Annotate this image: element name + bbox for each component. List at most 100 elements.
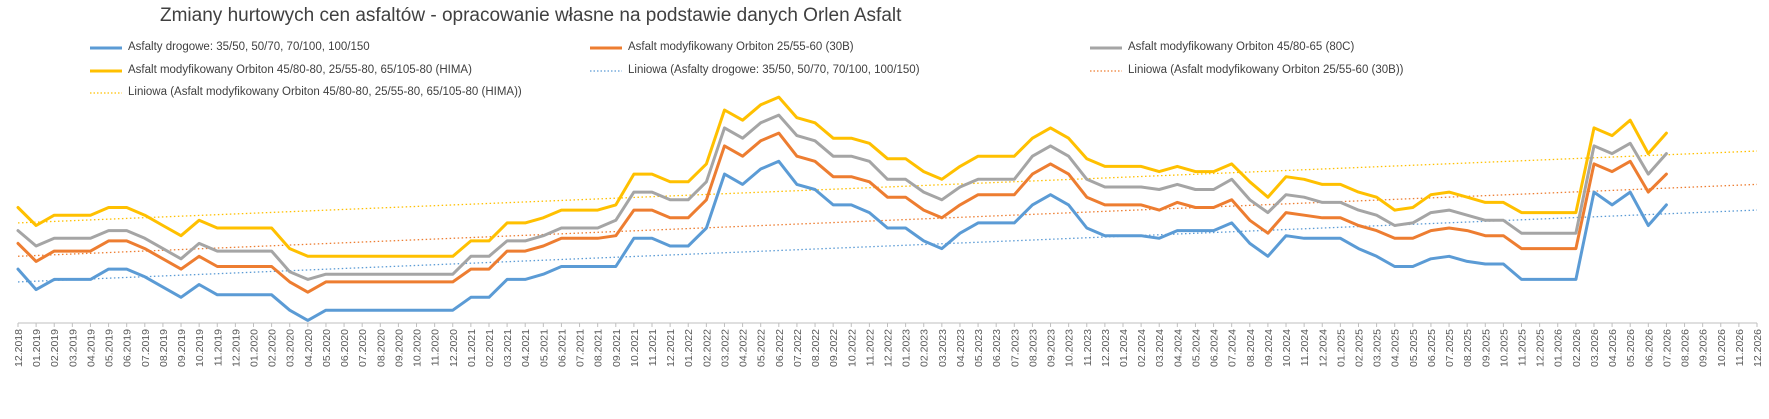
x-tick-label: 05.2026 xyxy=(1625,329,1637,367)
x-tick-label: 09.2022 xyxy=(828,329,840,367)
x-tick-label: 07.2019 xyxy=(140,329,152,367)
x-tick-label: 07.2020 xyxy=(357,329,369,367)
x-tick-label: 08.2026 xyxy=(1680,329,1692,367)
legend-label: Asfalt modyfikowany Orbiton 45/80-80, 25… xyxy=(128,64,472,76)
x-tick-label: 06.2020 xyxy=(339,329,351,367)
x-tick-label: 02.2020 xyxy=(267,329,279,367)
x-tick-label: 10.2020 xyxy=(412,329,424,367)
x-tick-label: 01.2023 xyxy=(901,329,913,367)
chart-title: Zmiany hurtowych cen asfaltów - opracowa… xyxy=(160,5,902,26)
x-tick-label: 02.2024 xyxy=(1136,329,1148,367)
legend-item-orbiton-30b: Asfalt modyfikowany Orbiton 25/55-60 (30… xyxy=(590,38,854,56)
x-tick-label: 08.2023 xyxy=(1027,329,1039,367)
x-tick-label: 06.2025 xyxy=(1426,329,1438,367)
x-tick-label: 04.2022 xyxy=(738,329,750,367)
legend-label: Asfalt modyfikowany Orbiton 45/80-65 (80… xyxy=(1128,41,1355,53)
x-tick-label: 03.2022 xyxy=(719,329,731,367)
series-layer xyxy=(16,95,1668,322)
x-tick-label: 12.2019 xyxy=(230,329,242,367)
x-tick-label: 10.2022 xyxy=(846,329,858,367)
x-tick-label: 12.2024 xyxy=(1317,329,1329,367)
x-tick-label: 03.2026 xyxy=(1589,329,1601,367)
x-tick-label: 05.2025 xyxy=(1408,329,1420,367)
x-tick-label: 11.2024 xyxy=(1299,329,1311,366)
x-tick-label: 05.2024 xyxy=(1190,329,1202,367)
legend-swatch xyxy=(590,43,622,51)
x-tick-label: 05.2022 xyxy=(756,329,768,367)
x-tick-label: 07.2023 xyxy=(1009,329,1021,367)
x-tick-label: 04.2019 xyxy=(85,329,97,367)
x-tick-label: 07.2022 xyxy=(792,329,804,367)
trendline-2 xyxy=(17,150,1758,224)
x-tick-label: 02.2019 xyxy=(49,329,61,367)
legend-label: Asfalt modyfikowany Orbiton 25/55-60 (30… xyxy=(628,41,854,53)
x-tick-label: 03.2024 xyxy=(1154,329,1166,367)
legend-label: Liniowa (Asfalty drogowe: 35/50, 50/70, … xyxy=(628,64,920,76)
x-tick-label: 07.2025 xyxy=(1444,329,1456,367)
x-tick-label: 09.2025 xyxy=(1480,329,1492,367)
x-axis: 12.2018 01.2019 02.2019 03.2019 04.2019 05.20… xyxy=(13,322,1764,367)
x-tick-label: 01.2021 xyxy=(466,329,478,367)
legend-item-trend-orbiton-hima: Liniowa (Asfalt modyfikowany Orbiton 45/… xyxy=(90,83,522,101)
x-tick-label: 05.2021 xyxy=(538,329,550,367)
x-tick-label: 04.2021 xyxy=(520,329,532,367)
legend-item-trend-asfalty-drogowe: Liniowa (Asfalty drogowe: 35/50, 50/70, … xyxy=(590,61,920,79)
legend-item-asfalty-drogowe: Asfalty drogowe: 35/50, 50/70, 70/100, 1… xyxy=(90,38,370,56)
x-tick-label: 07.2026 xyxy=(1661,329,1673,367)
x-tick-label: 05.2019 xyxy=(104,329,116,367)
x-tick-label: 09.2026 xyxy=(1698,329,1710,367)
x-tick-label: 02.2021 xyxy=(484,329,496,367)
legend-label: Liniowa (Asfalt modyfikowany Orbiton 45/… xyxy=(128,86,522,98)
x-tick-label: 02.2023 xyxy=(919,329,931,367)
x-tick-label: 02.2025 xyxy=(1353,329,1365,367)
x-tick-label: 08.2024 xyxy=(1245,329,1257,367)
x-tick-label: 09.2024 xyxy=(1263,329,1275,367)
x-tick-label: 01.2022 xyxy=(683,329,695,367)
x-tick-label: 01.2019 xyxy=(31,329,43,367)
series-line-1 xyxy=(16,131,1668,294)
x-tick-label: 02.2026 xyxy=(1571,329,1583,367)
legend-swatch xyxy=(1090,43,1122,51)
x-tick-label: 04.2025 xyxy=(1390,329,1402,367)
x-tick-label: 03.2023 xyxy=(937,329,949,367)
x-tick-label: 06.2026 xyxy=(1643,329,1655,367)
x-tick-label: 06.2019 xyxy=(122,329,134,367)
x-tick-label: 11.2021 xyxy=(647,329,659,366)
x-tick-label: 03.2019 xyxy=(67,329,79,367)
x-tick-label: 09.2021 xyxy=(611,329,623,367)
x-tick-label: 10.2026 xyxy=(1716,329,1728,367)
legend-swatch xyxy=(90,43,122,51)
x-tick-label: 03.2020 xyxy=(285,329,297,367)
x-tick-label: 11.2026 xyxy=(1734,329,1746,366)
x-tick-label: 05.2020 xyxy=(321,329,333,367)
series-line-3 xyxy=(16,95,1668,258)
x-tick-label: 04.2024 xyxy=(1172,329,1184,367)
legend-label: Liniowa (Asfalt modyfikowany Orbiton 25/… xyxy=(1128,64,1404,76)
x-tick-label: 10.2023 xyxy=(1064,329,1076,367)
x-tick-label: 11.2020 xyxy=(430,329,442,366)
series-line-2 xyxy=(16,113,1668,281)
x-tick-label: 04.2020 xyxy=(303,329,315,367)
x-tick-label: 10.2019 xyxy=(194,329,206,367)
x-tick-label: 12.2025 xyxy=(1535,329,1547,367)
x-tick-label: 09.2019 xyxy=(176,329,188,367)
x-tick-label: 12.2020 xyxy=(448,329,460,367)
x-tick-label: 01.2025 xyxy=(1335,329,1347,367)
x-tick-label: 01.2026 xyxy=(1553,329,1565,367)
x-tick-label: 05.2023 xyxy=(973,329,985,367)
x-tick-label: 06.2022 xyxy=(774,329,786,367)
x-tick-label: 12.2021 xyxy=(665,329,677,367)
x-tick-label: 09.2023 xyxy=(1046,329,1058,367)
x-tick-label: 08.2025 xyxy=(1462,329,1474,367)
x-tick-label: 09.2020 xyxy=(393,329,405,367)
legend-label: Asfalty drogowe: 35/50, 50/70, 70/100, 1… xyxy=(128,41,370,53)
x-tick-label: 10.2024 xyxy=(1281,329,1293,367)
x-tick-label: 08.2022 xyxy=(810,329,822,367)
x-tick-label: 07.2021 xyxy=(575,329,587,367)
x-tick-label: 12.2026 xyxy=(1752,329,1764,367)
x-tick-label: 04.2023 xyxy=(955,329,967,367)
x-tick-label: 12.2018 xyxy=(13,329,25,367)
x-tick-label: 08.2021 xyxy=(593,329,605,367)
x-tick-label: 11.2023 xyxy=(1082,329,1094,366)
x-tick-label: 08.2019 xyxy=(158,329,170,367)
